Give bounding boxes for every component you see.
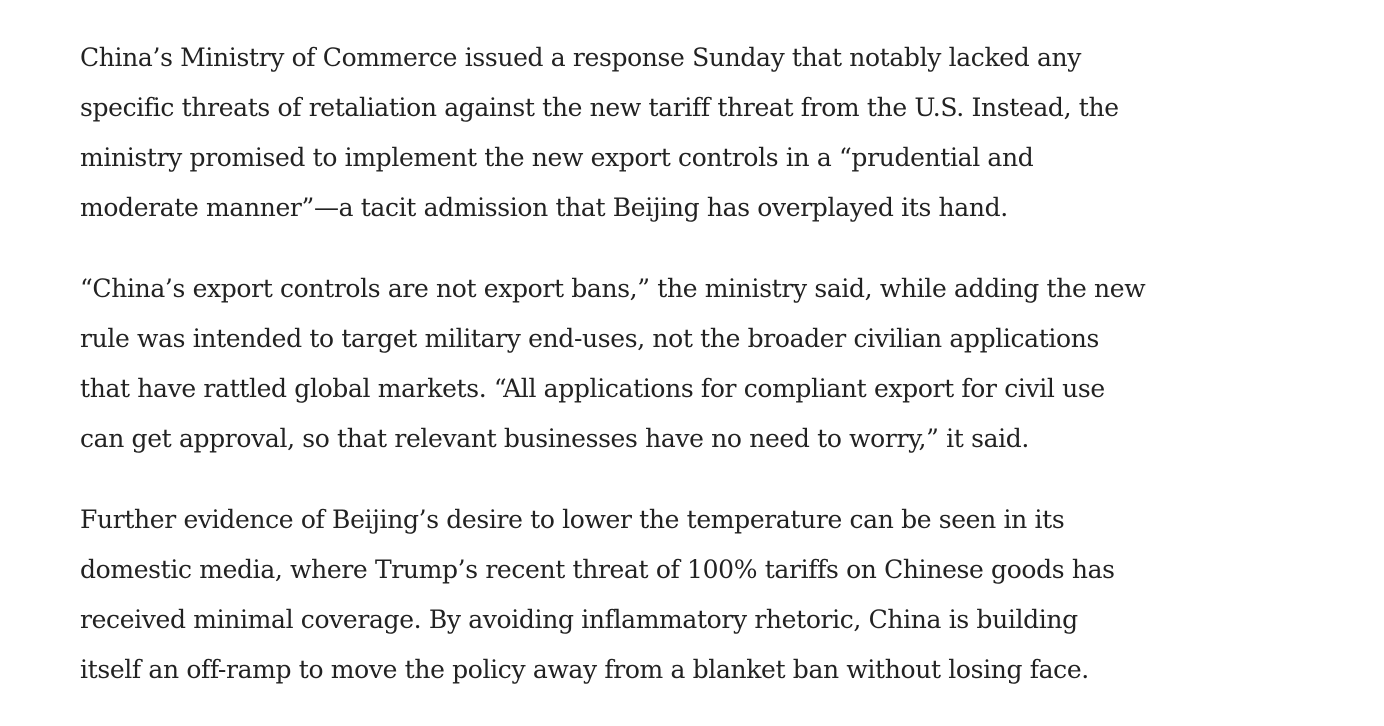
paragraph-line: can get approval, so that relevant busin… [80, 424, 1030, 453]
paragraph-line: Further evidence of Beijing’s desire to … [80, 505, 1065, 534]
paragraph-line: domestic media, where Trump’s recent thr… [80, 555, 1115, 584]
article-body: China’s Ministry of Commerce issued a re… [80, 33, 1320, 726]
paragraph-line: that have rattled global markets. “All a… [80, 374, 1105, 403]
article-paragraph-3: Further evidence of Beijing’s desire to … [80, 495, 1320, 695]
paragraph-line: rule was intended to target military end… [80, 324, 1099, 353]
paragraph-line: ministry promised to implement the new e… [80, 143, 1034, 172]
article-paragraph-2: “China’s export controls are not export … [80, 264, 1320, 464]
paragraph-line: specific threats of retaliation against … [80, 93, 1119, 122]
paragraph-line: received minimal coverage. By avoiding i… [80, 605, 1078, 634]
paragraph-line: China’s Ministry of Commerce issued a re… [80, 43, 1082, 72]
paragraph-line: itself an off-ramp to move the policy aw… [80, 655, 1089, 684]
article-paragraph-1: China’s Ministry of Commerce issued a re… [80, 33, 1320, 233]
paragraph-line: moderate manner”—a tacit admission that … [80, 193, 1008, 222]
paragraph-line: “China’s export controls are not export … [80, 274, 1146, 303]
